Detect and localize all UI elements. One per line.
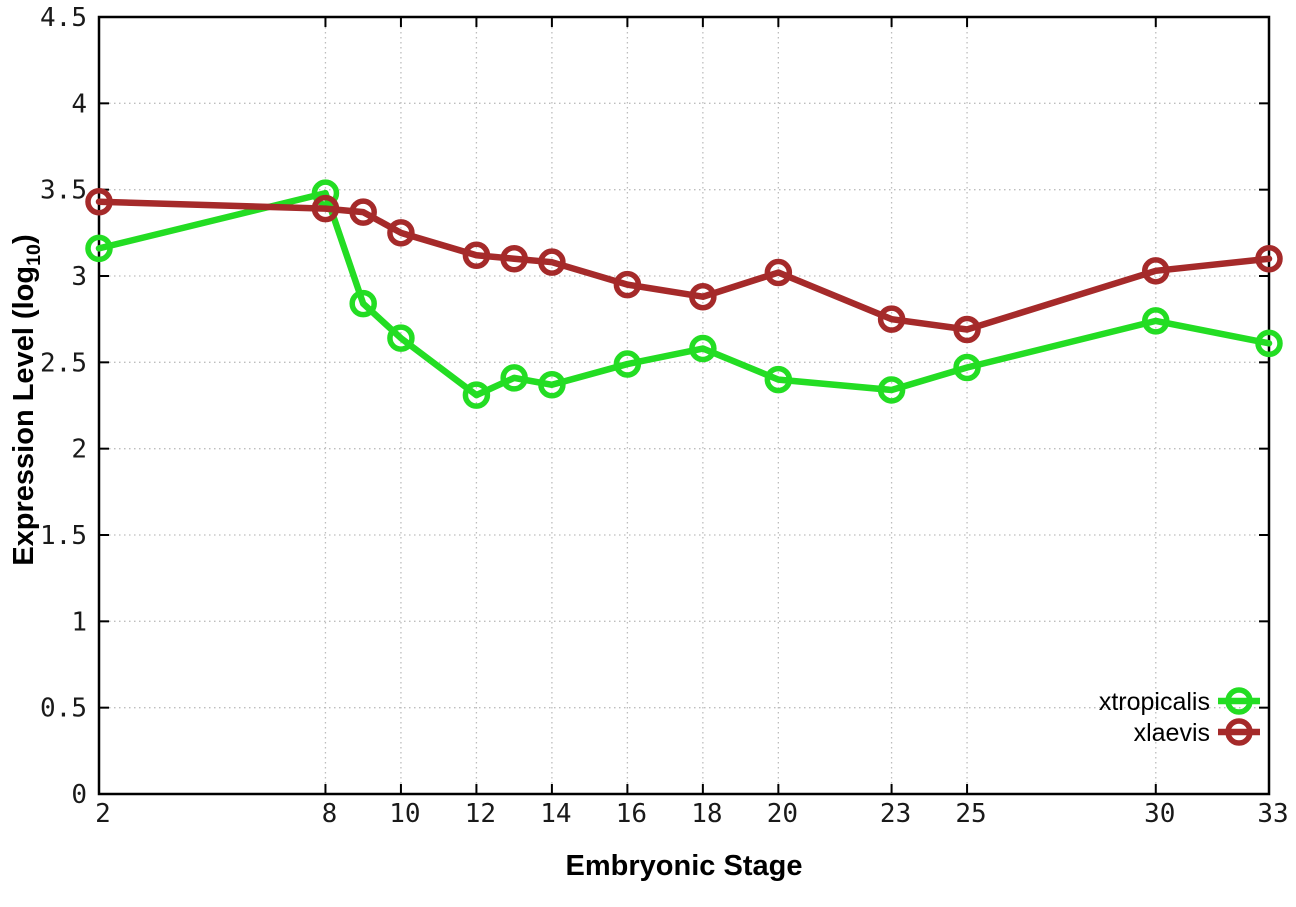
- data-point-xtropicalis: [538, 371, 566, 399]
- x-tick-label: 23: [880, 799, 911, 829]
- data-point-xlaevis: [1142, 257, 1170, 285]
- y-axis-title-suffix: ): [8, 234, 41, 244]
- x-tick-label: 12: [465, 799, 496, 829]
- x-tick-label: 25: [955, 799, 986, 829]
- y-axis-title-subscript: 10: [22, 243, 45, 266]
- data-point-xlaevis: [349, 198, 377, 226]
- data-point-xlaevis: [953, 315, 981, 344]
- y-tick-label: 3.5: [40, 176, 87, 206]
- y-tick-label: 4: [71, 89, 87, 119]
- data-point-xtropicalis: [764, 365, 793, 394]
- y-tick-label: 2.5: [40, 348, 87, 378]
- x-tick-label: 20: [767, 799, 798, 829]
- data-point-xlaevis: [387, 219, 415, 247]
- x-axis-title: Embryonic Stage: [565, 850, 803, 882]
- data-point-xlaevis: [764, 258, 793, 287]
- data-point-xlaevis: [689, 282, 717, 311]
- data-point-xlaevis: [462, 241, 491, 270]
- data-point-xtropicalis: [311, 179, 340, 207]
- data-point-xlaevis: [1255, 244, 1283, 273]
- x-tick-label: 10: [389, 799, 420, 829]
- y-tick-label: 0.5: [40, 694, 87, 724]
- data-point-xtropicalis: [689, 334, 717, 363]
- legend-sample-marker-xlaevis: [1225, 718, 1253, 746]
- data-point-xlaevis: [85, 188, 113, 216]
- series-line-xlaevis: [95, 198, 1273, 333]
- data-point-xtropicalis: [85, 234, 113, 263]
- legend-label-xtropicalis: xtropicalis: [1099, 688, 1210, 716]
- data-point-xlaevis: [538, 248, 566, 276]
- x-tick-label: 2: [95, 799, 111, 829]
- legend-sample-marker-xtropicalis: [1225, 687, 1253, 715]
- data-point-xlaevis: [311, 194, 340, 223]
- data-point-xlaevis: [500, 244, 528, 273]
- y-tick-label: 1.5: [40, 521, 87, 551]
- data-point-xtropicalis: [387, 324, 415, 352]
- legend-label-xlaevis: xlaevis: [1134, 719, 1210, 747]
- data-point-xtropicalis: [1255, 329, 1283, 358]
- data-point-xtropicalis: [953, 353, 981, 382]
- data-point-xtropicalis: [500, 364, 528, 392]
- x-tick-label: 18: [691, 799, 722, 829]
- data-point-xtropicalis: [349, 289, 377, 318]
- y-tick-label: 4.5: [40, 3, 87, 33]
- data-point-xtropicalis: [462, 381, 491, 409]
- x-tick-label: 30: [1144, 799, 1175, 829]
- x-tick-label: 8: [322, 799, 338, 829]
- y-tick-label: 0: [71, 780, 87, 810]
- data-point-xlaevis: [613, 270, 642, 299]
- y-tick-label: 3: [71, 262, 87, 292]
- x-tick-label: 33: [1257, 799, 1288, 829]
- data-point-xlaevis: [877, 305, 906, 333]
- plot-border: [97, 15, 1271, 796]
- data-point-xtropicalis: [613, 350, 642, 378]
- x-tick-label: 16: [616, 799, 647, 829]
- y-axis-title: Expression Level (log10): [8, 234, 46, 565]
- data-point-xtropicalis: [877, 376, 906, 404]
- y-axis-title-text: Expression Level (log: [8, 265, 41, 566]
- y-tick-label: 2: [71, 435, 87, 465]
- x-tick-label: 14: [540, 799, 571, 829]
- data-point-xtropicalis: [1142, 307, 1170, 335]
- y-tick-label: 1: [71, 607, 87, 637]
